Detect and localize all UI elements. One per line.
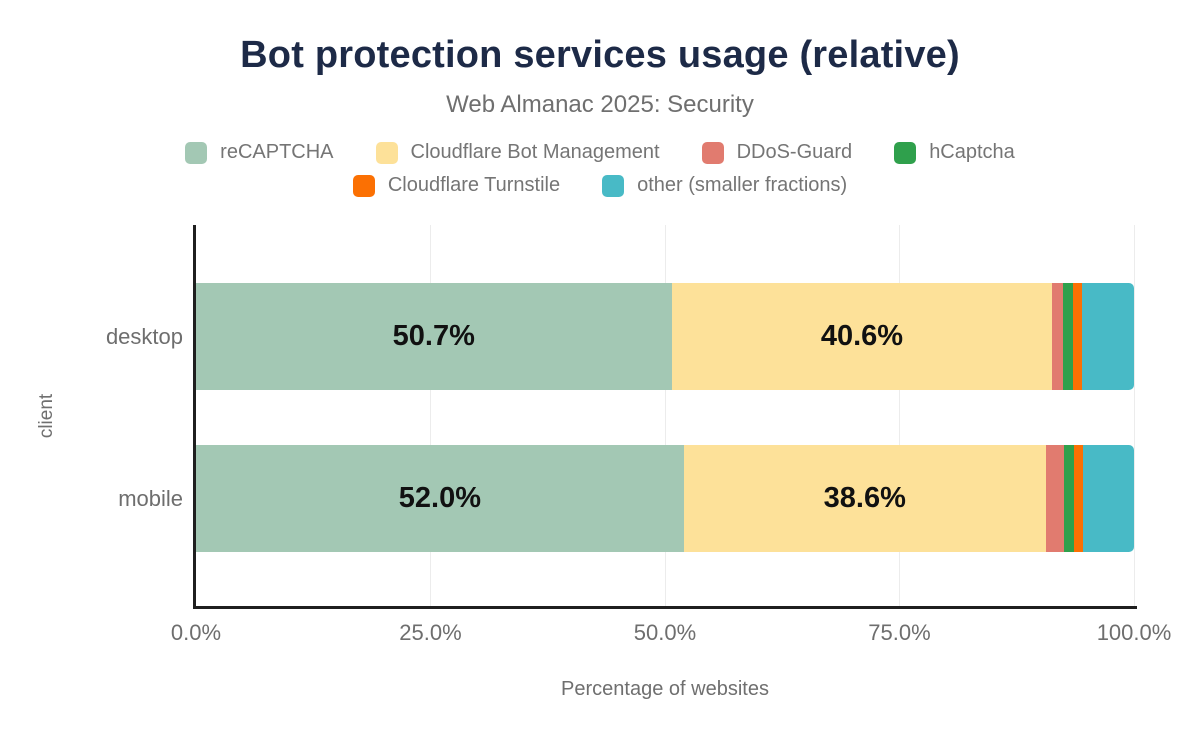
- category-labels: desktop mobile: [0, 225, 183, 606]
- legend-swatch-icon: [894, 141, 917, 164]
- bar-segment: 50.7%: [196, 283, 672, 390]
- legend-item: Cloudflare Bot Management: [375, 141, 660, 164]
- legend-swatch-icon: [185, 141, 208, 164]
- bar-segment-label: 40.6%: [820, 320, 904, 352]
- legend-label: reCAPTCHA: [220, 141, 334, 163]
- bar-segment: [1073, 283, 1083, 390]
- legend-label: DDoS-Guard: [736, 141, 853, 163]
- legend-item: other (smaller fractions): [602, 174, 847, 197]
- chart-title: Bot protection services usage (relative): [240, 34, 960, 76]
- legend-item: hCaptcha: [894, 141, 1015, 164]
- bar-segment: [1073, 445, 1084, 552]
- x-tick-label: 75.0%: [868, 620, 931, 645]
- legend-label: other (smaller fractions): [637, 174, 848, 196]
- legend-label: hCaptcha: [929, 141, 1015, 163]
- grid-line: [1133, 225, 1135, 606]
- legend-swatch-icon: [701, 141, 724, 164]
- legend-row: Cloudflare Turnstile other (smaller fract…: [332, 174, 868, 197]
- x-tick-label: 100.0%: [1096, 620, 1172, 645]
- y-axis-line: [193, 225, 196, 609]
- legend: reCAPTCHA Cloudflare Bot Management DDoS-G…: [0, 141, 1200, 197]
- plot-area: 50.7% 40.6% 52.0% 38.6%: [196, 225, 1135, 606]
- bar-segment-label: 52.0%: [398, 482, 481, 514]
- bar-segment: [1082, 283, 1134, 390]
- grid-line: [430, 225, 431, 606]
- x-tick-label: 25.0%: [399, 620, 462, 645]
- bar-segment: [1083, 445, 1134, 552]
- bar-segment: [1063, 445, 1074, 552]
- bar-segment-label: 38.6%: [823, 482, 906, 514]
- legend-label: Cloudflare Bot Management: [410, 141, 660, 163]
- category-label-desktop: desktop: [105, 323, 183, 349]
- x-tick-label: 0.0%: [170, 620, 222, 645]
- grid-line: [664, 225, 666, 606]
- legend-label: Cloudflare Turnstile: [387, 174, 561, 196]
- bar-row-desktop: 50.7% 40.6%: [196, 283, 1134, 390]
- bar-segment: [1062, 283, 1073, 390]
- bar-segment: [1052, 283, 1063, 390]
- x-axis-title: Percentage of websites: [561, 678, 769, 700]
- legend-swatch-icon: [352, 174, 375, 197]
- chart-subtitle: Web Almanac 2025: Security: [446, 91, 754, 118]
- x-axis-ticks: 0.0% 25.0% 50.0% 75.0% 100.0%: [171, 620, 1171, 648]
- bar-row-mobile: 52.0% 38.6%: [196, 445, 1134, 552]
- legend-item: reCAPTCHA: [185, 141, 334, 164]
- bar-segment: 52.0%: [196, 445, 684, 552]
- bar-segment: [1045, 445, 1064, 552]
- x-tick-label: 50.0%: [633, 620, 697, 645]
- x-axis-line: [193, 606, 1137, 609]
- bar-segment: 40.6%: [671, 283, 1053, 390]
- grid-line: [899, 225, 900, 606]
- legend-row: reCAPTCHA Cloudflare Bot Management DDoS-G…: [164, 141, 1036, 164]
- bar-segment: 38.6%: [683, 445, 1046, 552]
- legend-swatch-icon: [602, 174, 625, 197]
- legend-item: Cloudflare Turnstile: [352, 174, 561, 197]
- legend-item: DDoS-Guard: [701, 141, 853, 164]
- category-label-mobile: mobile: [118, 485, 183, 511]
- legend-swatch-icon: [375, 141, 398, 164]
- bar-segment-label: 50.7%: [392, 320, 475, 352]
